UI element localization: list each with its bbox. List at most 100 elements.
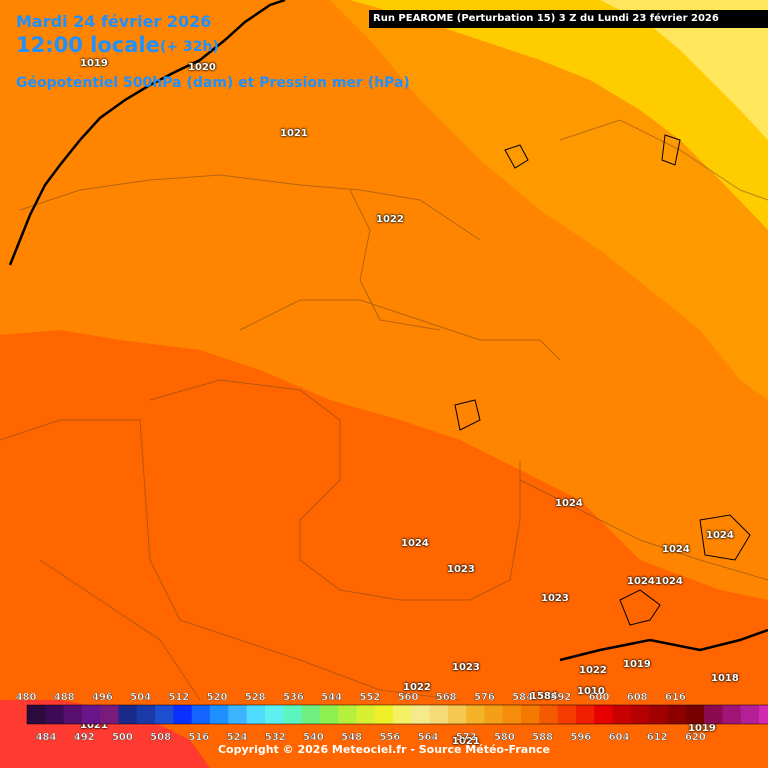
product-title: Géopotentiel 500hPa (dam) et Pression me… bbox=[16, 75, 410, 91]
legend-swatch bbox=[576, 705, 595, 724]
pressure-label: 1022 bbox=[403, 682, 431, 693]
band-540 bbox=[600, 0, 768, 140]
legend-swatch bbox=[63, 705, 83, 724]
legend-tick-bottom: 612 bbox=[647, 732, 668, 743]
legend-swatch bbox=[246, 705, 266, 724]
legend-tick-bottom: 588 bbox=[532, 732, 553, 743]
legend-tick-top: 528 bbox=[245, 692, 266, 703]
legend-swatch bbox=[447, 705, 467, 724]
legend-swatch bbox=[319, 705, 339, 724]
legend-swatch bbox=[301, 705, 321, 724]
pressure-label: 1019 bbox=[688, 723, 716, 734]
copyright: Copyright © 2026 Meteociel.fr - Source M… bbox=[217, 743, 551, 756]
legend-tick-bottom: 500 bbox=[112, 732, 133, 743]
legend-swatch bbox=[484, 705, 504, 724]
legend-tick-top: 512 bbox=[168, 692, 189, 703]
legend-swatch bbox=[155, 705, 174, 724]
legend-tick-top: 584 bbox=[512, 692, 533, 703]
legend-swatch bbox=[210, 705, 229, 724]
legend-tick-bottom: 548 bbox=[341, 732, 362, 743]
islands bbox=[454, 134, 751, 626]
pressure-label: 1021 bbox=[280, 128, 308, 139]
pressure-label: 1023 bbox=[452, 662, 480, 673]
pressure-label: 1010 bbox=[577, 686, 605, 697]
legend-tick-top: 536 bbox=[283, 692, 304, 703]
legend-swatch bbox=[429, 705, 449, 724]
legend-tick-bottom: 532 bbox=[265, 732, 286, 743]
pressure-label: 1024 bbox=[401, 538, 429, 549]
legend-tick-top: 568 bbox=[436, 692, 457, 703]
pressure-label: 1020 bbox=[188, 62, 216, 73]
legend-swatch bbox=[393, 705, 412, 724]
legend-tick-bottom: 580 bbox=[494, 732, 515, 743]
legend-tick-bottom: 516 bbox=[188, 732, 209, 743]
pressure-label: 1024 bbox=[655, 576, 683, 587]
run-banner: Run PEAROME (Perturbation 15) 3 Z du Lun… bbox=[369, 10, 768, 28]
legend-swatch bbox=[722, 705, 742, 724]
legend-tick-top: 504 bbox=[130, 692, 151, 703]
legend-tick-top: 520 bbox=[207, 692, 228, 703]
borders bbox=[0, 119, 768, 701]
pressure-label: 1019 bbox=[623, 659, 651, 670]
legend-tick-top: 552 bbox=[359, 692, 380, 703]
legend-tick-top: 488 bbox=[54, 692, 75, 703]
legend-swatch bbox=[264, 705, 284, 724]
legend-swatch bbox=[81, 705, 101, 724]
pressure-label: 1023 bbox=[447, 564, 475, 575]
legend-tick-bottom: 564 bbox=[418, 732, 439, 743]
legend-swatch bbox=[502, 705, 522, 724]
pressure-label: 1021 bbox=[452, 736, 480, 747]
pressure-label: 1018 bbox=[711, 673, 739, 684]
pressure-label: 1024 bbox=[555, 498, 583, 509]
legend-swatch bbox=[228, 705, 248, 724]
legend-tick-top: 592 bbox=[550, 692, 571, 703]
legend-tick-bottom: 556 bbox=[379, 732, 400, 743]
legend-swatch bbox=[704, 705, 723, 724]
color-legend: 480 488 496 504 512 520 528 536 544 552 560 568 576 5… bbox=[15, 692, 768, 743]
legend-swatch bbox=[100, 705, 119, 724]
legend-swatch bbox=[740, 705, 760, 724]
legend-swatch bbox=[466, 705, 485, 724]
legend-swatch bbox=[118, 705, 138, 724]
legend-tick-top: 496 bbox=[92, 692, 113, 703]
forecast-offset: (+ 32h) bbox=[160, 39, 219, 55]
legend-tick-top: 576 bbox=[474, 692, 495, 703]
legend-tick-top: 608 bbox=[627, 692, 648, 703]
legend-swatch bbox=[283, 705, 302, 724]
pressure-label: 1024 bbox=[627, 576, 655, 587]
legend-swatch bbox=[45, 705, 65, 724]
coastline bbox=[8, 0, 286, 266]
pressure-label: 1584 bbox=[530, 691, 558, 702]
legend-swatch bbox=[685, 705, 705, 724]
legend-swatch bbox=[649, 705, 668, 724]
legend-swatch bbox=[191, 705, 211, 724]
pressure-label: 1024 bbox=[662, 544, 690, 555]
legend-swatch bbox=[594, 705, 614, 724]
legend-swatch bbox=[667, 705, 687, 724]
legend-swatch bbox=[173, 705, 193, 724]
legend-swatch bbox=[374, 705, 394, 724]
legend-swatch bbox=[521, 705, 540, 724]
forecast-time: 12:00 locale bbox=[16, 33, 160, 57]
legend-swatch bbox=[338, 705, 357, 724]
legend-tick-top: 616 bbox=[665, 692, 686, 703]
legend-tick-bottom: 508 bbox=[150, 732, 171, 743]
legend-tick-top: 560 bbox=[398, 692, 419, 703]
legend-swatch bbox=[356, 705, 376, 724]
pressure-label: 1019 bbox=[80, 58, 108, 69]
legend-tick-top: 544 bbox=[321, 692, 342, 703]
legend-tick-bottom: 596 bbox=[570, 732, 591, 743]
legend-tick-top: 600 bbox=[589, 692, 610, 703]
legend-tick-bottom: 484 bbox=[36, 732, 57, 743]
legend-swatch bbox=[27, 705, 46, 724]
legend-tick-top: 480 bbox=[16, 692, 37, 703]
legend-tick-bottom: 604 bbox=[609, 732, 630, 743]
legend-tick-bottom: 492 bbox=[74, 732, 95, 743]
legend-swatch bbox=[539, 705, 559, 724]
legend-swatch bbox=[136, 705, 156, 724]
legend-swatch bbox=[411, 705, 431, 724]
legend-tick-bottom: 572 bbox=[456, 732, 477, 743]
pressure-label: 1024 bbox=[706, 530, 734, 541]
pressure-label: 1022 bbox=[579, 665, 607, 676]
